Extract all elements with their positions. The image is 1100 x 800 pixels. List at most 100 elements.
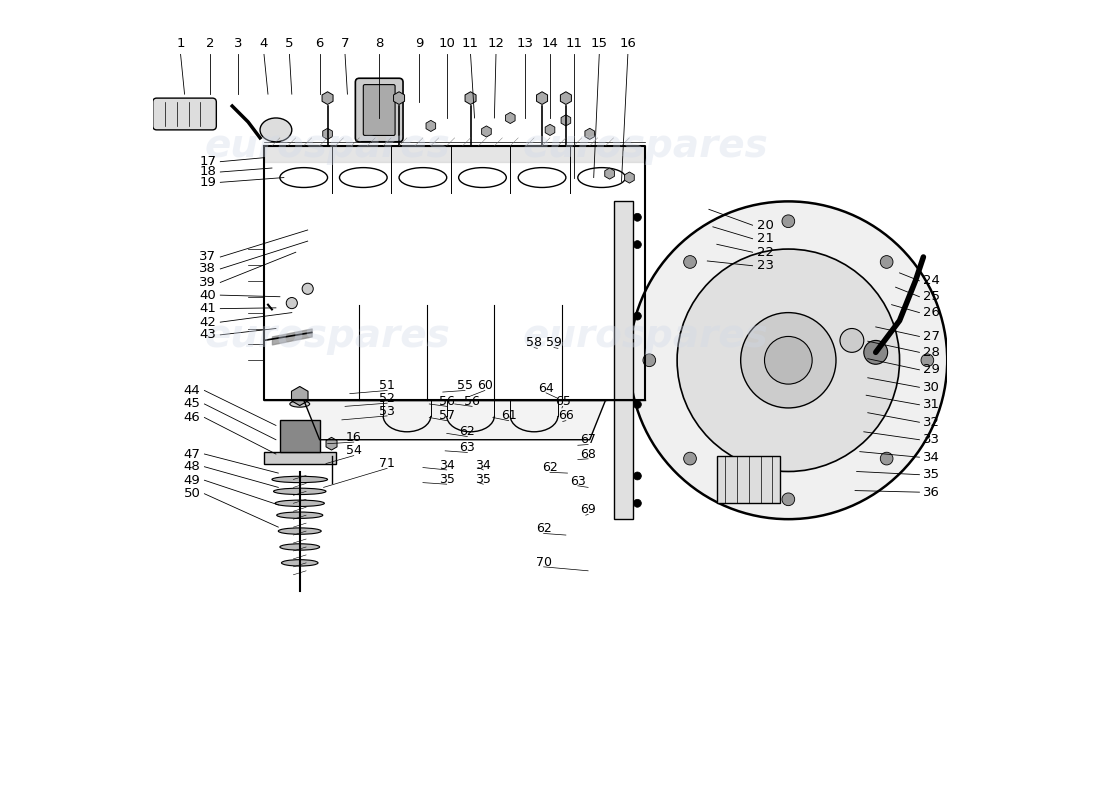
Text: 56: 56	[464, 395, 480, 408]
Text: 62: 62	[542, 461, 558, 474]
Bar	[717, 456, 780, 503]
Ellipse shape	[274, 488, 326, 494]
Circle shape	[634, 241, 641, 249]
Circle shape	[634, 499, 641, 507]
Text: 9: 9	[415, 38, 424, 50]
Text: 34: 34	[439, 458, 454, 472]
Text: 47: 47	[184, 447, 200, 461]
Text: 7: 7	[341, 38, 350, 50]
Text: 59: 59	[546, 336, 562, 350]
Text: 27: 27	[923, 330, 940, 343]
Text: 5: 5	[285, 38, 294, 50]
Text: 21: 21	[757, 232, 773, 246]
Text: 8: 8	[375, 38, 384, 50]
Circle shape	[840, 329, 864, 352]
Text: 28: 28	[923, 346, 940, 359]
Text: 24: 24	[923, 274, 940, 287]
Text: 32: 32	[923, 416, 940, 429]
Ellipse shape	[282, 560, 318, 566]
Text: 19: 19	[199, 176, 217, 189]
Text: 70: 70	[536, 555, 551, 569]
Text: 40: 40	[199, 289, 217, 302]
Ellipse shape	[289, 401, 310, 407]
FancyBboxPatch shape	[153, 98, 217, 130]
Text: 34: 34	[923, 450, 940, 464]
Text: 18: 18	[199, 166, 217, 178]
Text: 31: 31	[923, 398, 940, 411]
Bar	[279, 420, 320, 452]
Text: 39: 39	[199, 276, 217, 289]
Text: 41: 41	[199, 302, 217, 315]
Ellipse shape	[275, 500, 324, 506]
Text: 57: 57	[439, 410, 454, 422]
Circle shape	[634, 401, 641, 409]
Text: 35: 35	[475, 473, 492, 486]
Text: 15: 15	[591, 38, 608, 50]
Circle shape	[782, 493, 794, 506]
Text: 16: 16	[345, 431, 362, 444]
Text: 51: 51	[379, 379, 395, 392]
Text: 48: 48	[184, 460, 200, 474]
Text: 35: 35	[923, 468, 940, 481]
Circle shape	[864, 341, 888, 364]
Circle shape	[921, 354, 934, 366]
Text: 63: 63	[570, 474, 585, 487]
Text: 43: 43	[199, 328, 217, 342]
Circle shape	[880, 256, 893, 268]
Text: 26: 26	[923, 306, 940, 319]
Circle shape	[629, 202, 947, 519]
Text: 53: 53	[379, 405, 395, 418]
Ellipse shape	[260, 118, 292, 142]
Circle shape	[684, 452, 696, 465]
Text: 22: 22	[757, 246, 773, 258]
Text: 17: 17	[199, 155, 217, 168]
Text: 64: 64	[538, 382, 554, 394]
Ellipse shape	[277, 512, 322, 518]
Text: 35: 35	[439, 473, 454, 486]
Text: 61: 61	[500, 410, 517, 422]
Text: eurospares: eurospares	[205, 126, 450, 165]
Text: 6: 6	[316, 38, 323, 50]
Text: 66: 66	[558, 410, 574, 422]
Text: 10: 10	[438, 38, 455, 50]
Text: 50: 50	[184, 487, 200, 500]
Circle shape	[678, 249, 900, 471]
Text: 12: 12	[487, 38, 505, 50]
Ellipse shape	[278, 528, 321, 534]
Text: 30: 30	[923, 381, 940, 394]
Text: 4: 4	[260, 38, 268, 50]
Text: 58: 58	[526, 336, 542, 350]
Text: 46: 46	[184, 411, 200, 424]
Text: 49: 49	[184, 474, 200, 486]
Text: 1: 1	[176, 38, 185, 50]
Text: 62: 62	[460, 426, 475, 438]
Text: 62: 62	[536, 522, 551, 535]
Polygon shape	[304, 400, 606, 440]
Text: 11: 11	[565, 38, 582, 50]
Text: eurospares: eurospares	[522, 126, 768, 165]
Circle shape	[880, 452, 893, 465]
Bar	[264, 452, 336, 463]
Text: 65: 65	[554, 395, 571, 408]
Text: 67: 67	[580, 434, 596, 446]
Circle shape	[782, 215, 794, 228]
FancyBboxPatch shape	[363, 85, 395, 135]
Text: 23: 23	[757, 259, 773, 272]
Text: 44: 44	[184, 384, 200, 397]
Circle shape	[302, 283, 313, 294]
Circle shape	[634, 214, 641, 222]
Text: 52: 52	[379, 392, 395, 405]
FancyBboxPatch shape	[355, 78, 403, 142]
Text: 68: 68	[580, 447, 596, 461]
Text: 36: 36	[923, 486, 940, 498]
Circle shape	[764, 337, 812, 384]
Text: 42: 42	[199, 316, 217, 329]
Text: eurospares: eurospares	[205, 318, 450, 355]
Text: 3: 3	[233, 38, 242, 50]
Text: 25: 25	[923, 290, 940, 303]
Text: eurospares: eurospares	[522, 318, 768, 355]
Text: 54: 54	[345, 444, 362, 458]
Bar	[614, 202, 634, 519]
Text: 45: 45	[184, 398, 200, 410]
Text: 2: 2	[206, 38, 214, 50]
